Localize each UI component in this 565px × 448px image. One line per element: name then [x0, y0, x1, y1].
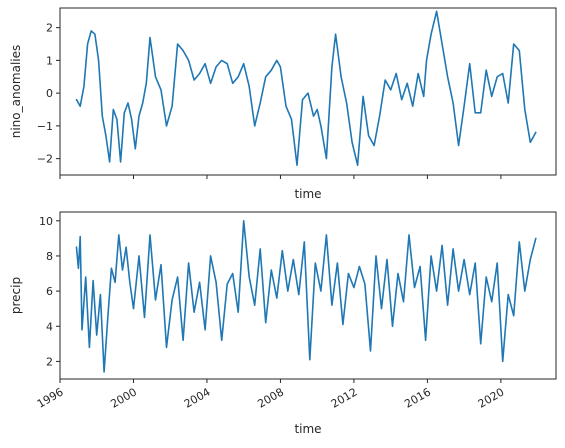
series-line: [75, 220, 537, 373]
x-tick-label: 2020: [476, 385, 507, 410]
y-tick-label: 1: [46, 54, 53, 67]
x-tick-label: 2000: [108, 385, 139, 410]
y-tick-label: −2: [37, 153, 53, 166]
x-axis-label: time: [294, 422, 321, 436]
y-tick-label: 4: [46, 320, 53, 333]
y-tick-label: 2: [46, 355, 53, 368]
x-tick-label: 2016: [402, 385, 433, 410]
y-tick-label: 10: [39, 215, 53, 228]
y-tick-label: 2: [46, 22, 53, 35]
y-axis-label: nino_anomalies: [9, 45, 23, 139]
y-tick-label: 8: [46, 250, 53, 263]
y-tick-label: 6: [46, 285, 53, 298]
x-tick-label: 1996: [35, 385, 66, 410]
axes-frame: [59, 211, 557, 380]
nino-anomalies-panel: −2 −1 0 1 2 time nino_anomalies: [9, 7, 557, 201]
y-tick-label: −1: [37, 120, 53, 133]
axes-frame: [59, 7, 557, 176]
y-axis-label: precip: [9, 277, 23, 314]
x-tick-label: 2008: [255, 385, 286, 410]
series-line: [75, 10, 537, 166]
x-tick-label: 2004: [182, 385, 213, 410]
x-tick-label: 2012: [329, 385, 360, 410]
y-tick-label: 0: [46, 87, 53, 100]
precip-panel: 2 4 6 8 10 1996 2000 2004 2008 2012 2016 2020 time pr…: [9, 211, 557, 436]
x-axis-label: time: [294, 187, 321, 201]
